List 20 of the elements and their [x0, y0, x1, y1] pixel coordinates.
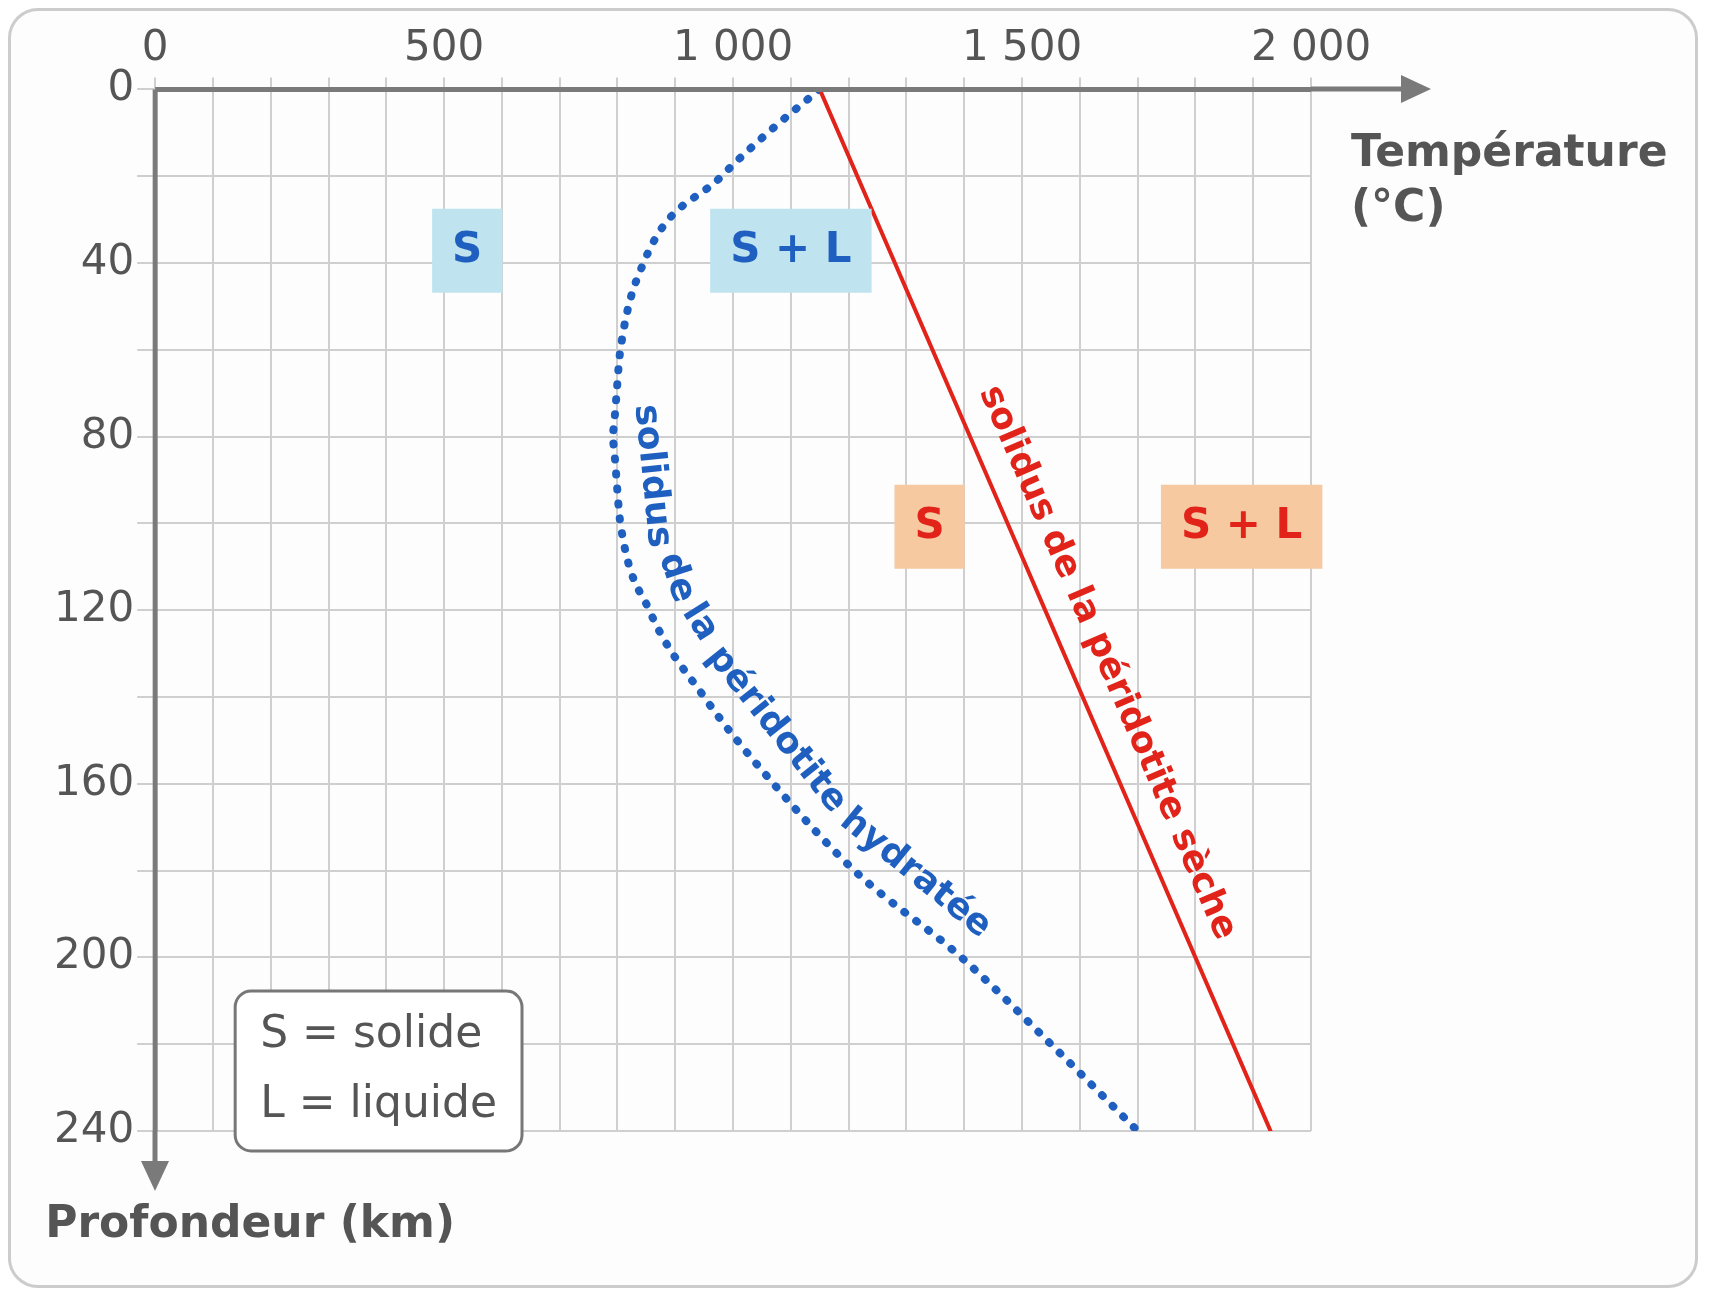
annotation: S	[914, 498, 945, 548]
annotation: S = solide	[260, 1006, 483, 1058]
y-tick-label: 120	[53, 582, 135, 632]
annotation: L = liquide	[260, 1076, 498, 1128]
y-axis-title: Profondeur (km)	[45, 1196, 456, 1248]
y-tick-label: 0	[107, 61, 135, 111]
annotation: S	[452, 222, 483, 272]
y-tick-label: 240	[53, 1102, 135, 1152]
y-tick-label: 200	[53, 929, 135, 979]
y-tick-label: 160	[53, 755, 135, 805]
y-tick-label: 40	[80, 234, 135, 284]
x-tick-label: 1 500	[961, 21, 1083, 71]
x-tick-label: 1 000	[672, 21, 794, 71]
annotation: S + L	[730, 222, 852, 272]
x-tick-label: 0	[141, 21, 169, 71]
annotation: S + L	[1180, 498, 1303, 548]
x-tick-label: 2 000	[1250, 21, 1372, 71]
x-axis-title: Température (°C)	[1351, 124, 1668, 231]
y-tick-label: 80	[80, 408, 135, 458]
x-tick-label: 500	[404, 21, 485, 71]
